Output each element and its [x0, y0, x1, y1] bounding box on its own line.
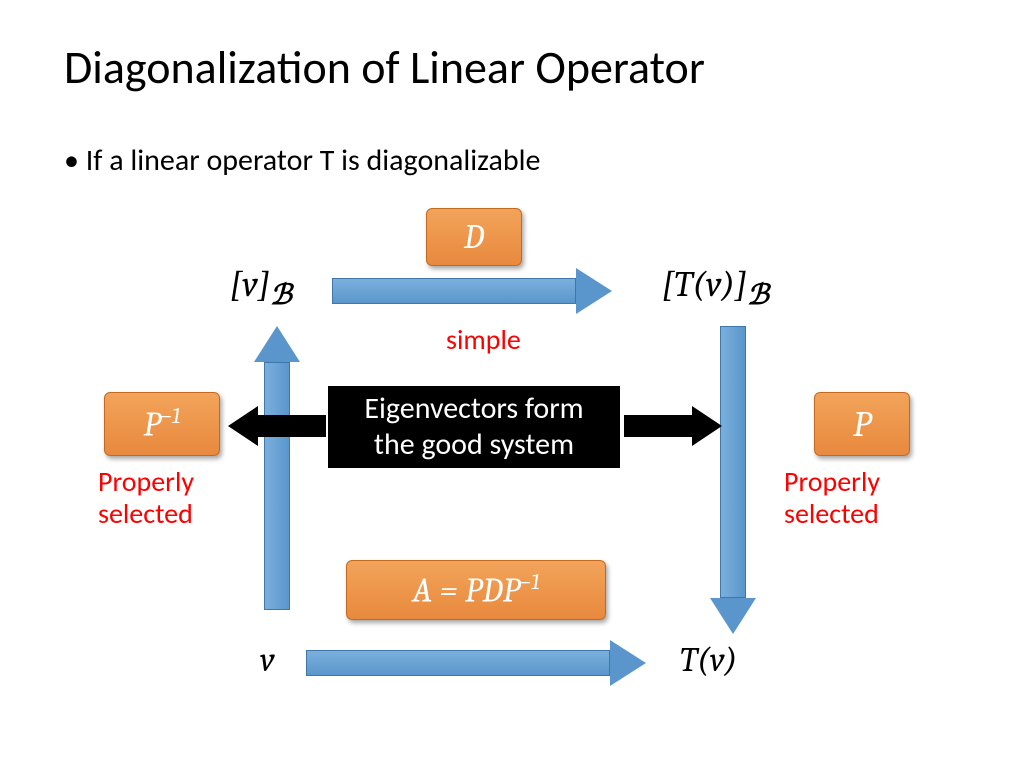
- properly-right-2: selected: [784, 498, 880, 530]
- properly-right-1: Properly: [784, 466, 880, 498]
- box-d: D: [426, 208, 522, 266]
- label-TvB: [T(v)]ℬ: [662, 264, 769, 305]
- box-eigenvectors: Eigenvectors form the good system: [328, 386, 620, 468]
- label-v: v: [260, 640, 275, 680]
- arrow-black-right: [624, 406, 722, 446]
- properly-left-2: selected: [98, 498, 194, 530]
- blackbox-line1: Eigenvectors form: [364, 391, 583, 427]
- arrow-up: [254, 326, 300, 610]
- blackbox-line2: the good system: [364, 427, 583, 463]
- arrow-down: [710, 326, 756, 634]
- arrow-black-left: [228, 406, 326, 446]
- arrow-top: [332, 268, 612, 314]
- bullet-line: If a linear operator T is diagonalizable: [64, 142, 540, 179]
- box-d-label: D: [464, 217, 484, 257]
- box-p-label: P: [853, 404, 871, 445]
- box-pinv-label: P−1: [144, 403, 181, 444]
- label-properly-left: Properly selected: [98, 466, 194, 530]
- box-p: P: [814, 392, 910, 456]
- label-simple: simple: [446, 322, 521, 357]
- box-a: A = PDP−1: [346, 560, 606, 620]
- label-vB: [v]ℬ: [230, 264, 292, 305]
- arrow-bottom: [306, 640, 646, 686]
- properly-left-1: Properly: [98, 466, 194, 498]
- box-pinv: P−1: [104, 392, 220, 456]
- label-properly-right: Properly selected: [784, 466, 880, 530]
- label-Tv: T(v): [680, 640, 737, 680]
- box-a-label: A = PDP−1: [412, 569, 539, 610]
- page-title: Diagonalization of Linear Operator: [64, 40, 705, 96]
